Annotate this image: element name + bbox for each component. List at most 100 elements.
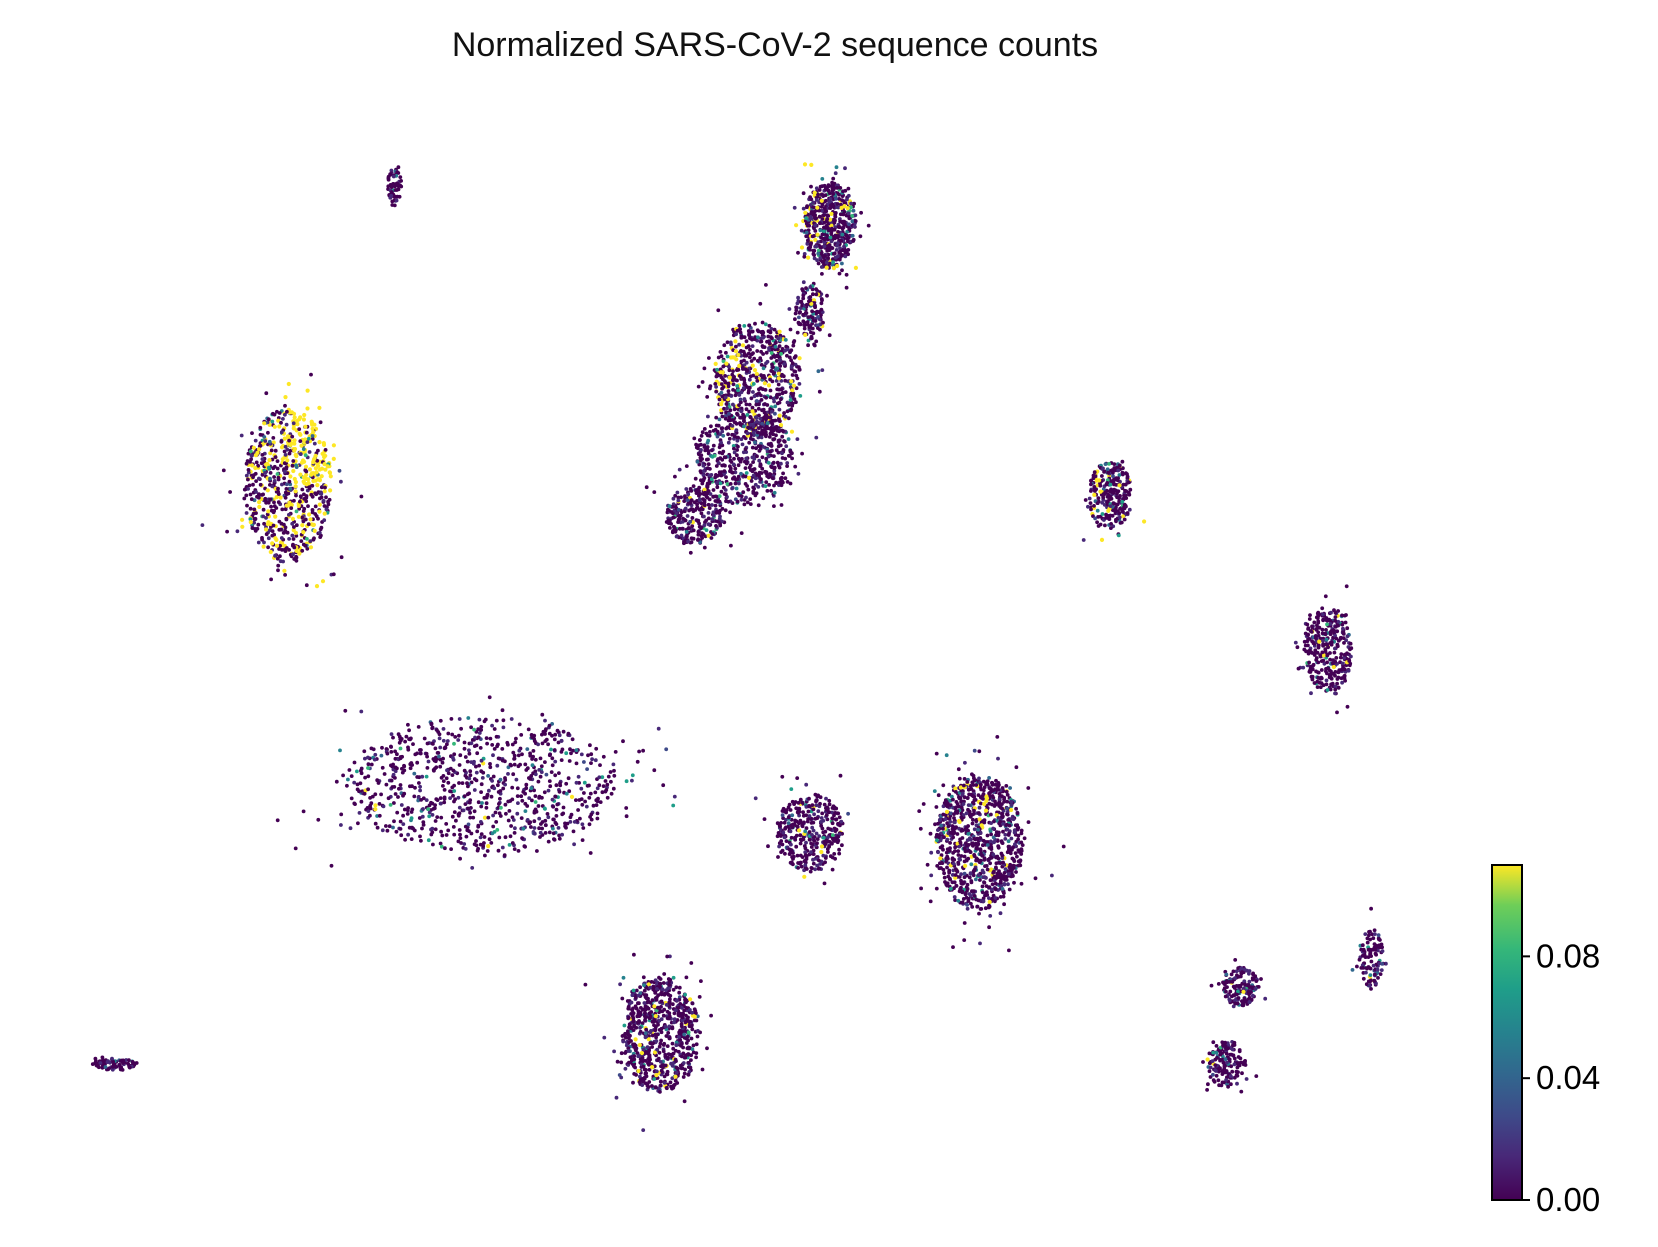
data-point bbox=[791, 383, 797, 388]
data-point bbox=[552, 737, 557, 742]
data-point bbox=[1100, 512, 1105, 516]
data-point bbox=[312, 528, 317, 534]
data-point bbox=[322, 489, 327, 494]
data-point bbox=[790, 361, 795, 366]
data-point bbox=[1120, 500, 1125, 504]
data-point bbox=[673, 474, 677, 479]
data-point bbox=[702, 503, 707, 508]
data-point bbox=[735, 384, 740, 388]
data-point bbox=[714, 389, 719, 394]
data-point bbox=[503, 778, 508, 782]
data-point bbox=[538, 830, 543, 835]
data-point bbox=[826, 188, 831, 193]
data-point bbox=[375, 778, 380, 783]
data-point bbox=[275, 472, 280, 476]
data-point bbox=[1319, 681, 1324, 685]
data-point bbox=[828, 217, 833, 222]
data-point bbox=[273, 536, 278, 541]
data-point bbox=[283, 453, 288, 457]
data-point bbox=[547, 830, 552, 835]
data-point bbox=[276, 418, 281, 423]
data-point bbox=[477, 763, 481, 768]
data-point bbox=[558, 781, 562, 786]
data-point bbox=[762, 381, 768, 386]
data-point bbox=[527, 796, 532, 800]
data-point bbox=[1345, 651, 1349, 656]
data-point bbox=[468, 810, 472, 815]
data-point bbox=[551, 826, 555, 831]
data-point bbox=[947, 792, 952, 797]
data-point bbox=[755, 454, 759, 459]
data-point bbox=[725, 340, 730, 345]
data-point bbox=[307, 467, 312, 472]
data-point bbox=[359, 799, 364, 804]
data-point bbox=[539, 822, 543, 826]
data-point bbox=[439, 815, 444, 820]
data-point bbox=[838, 219, 842, 224]
data-point bbox=[474, 743, 479, 748]
data-point bbox=[468, 773, 473, 778]
data-point bbox=[989, 842, 993, 847]
data-point bbox=[366, 766, 370, 770]
data-point bbox=[472, 727, 476, 732]
data-point bbox=[763, 388, 768, 392]
data-point bbox=[398, 783, 403, 787]
data-point bbox=[750, 419, 754, 424]
data-point bbox=[532, 819, 537, 824]
data-point bbox=[690, 516, 695, 520]
data-point bbox=[402, 791, 407, 796]
data-point bbox=[994, 865, 998, 870]
data-point bbox=[1106, 492, 1111, 497]
data-point bbox=[295, 422, 300, 427]
data-point bbox=[817, 389, 822, 394]
data-point bbox=[778, 423, 784, 428]
data-point bbox=[579, 797, 584, 801]
data-point bbox=[1348, 647, 1352, 652]
data-point bbox=[998, 895, 1003, 899]
data-point bbox=[753, 482, 758, 487]
data-point bbox=[456, 738, 461, 742]
data-point bbox=[358, 781, 363, 786]
data-point bbox=[753, 415, 758, 420]
data-point bbox=[388, 172, 393, 177]
data-point bbox=[1323, 642, 1328, 647]
data-point bbox=[824, 260, 829, 265]
data-point bbox=[687, 508, 691, 513]
data-point bbox=[341, 773, 345, 778]
data-point bbox=[275, 818, 280, 823]
data-point bbox=[751, 473, 756, 478]
data-point bbox=[1341, 632, 1346, 636]
data-point bbox=[410, 807, 415, 812]
data-point bbox=[827, 191, 832, 196]
data-point bbox=[806, 343, 810, 348]
data-point bbox=[779, 461, 783, 466]
data-point bbox=[427, 810, 432, 815]
data-point bbox=[989, 821, 993, 825]
data-point bbox=[311, 430, 316, 435]
data-point bbox=[284, 422, 289, 427]
data-point bbox=[731, 378, 735, 383]
data-point bbox=[716, 308, 721, 313]
data-point bbox=[730, 432, 734, 437]
data-point bbox=[847, 222, 851, 227]
data-point bbox=[517, 722, 522, 727]
data-point bbox=[812, 342, 816, 347]
data-point bbox=[548, 784, 553, 789]
data-point bbox=[452, 783, 456, 788]
data-point bbox=[278, 543, 282, 548]
data-point bbox=[742, 502, 747, 507]
data-point bbox=[397, 786, 401, 791]
data-point bbox=[737, 323, 742, 328]
data-point bbox=[775, 387, 780, 392]
data-point bbox=[536, 779, 541, 784]
data-point bbox=[494, 718, 499, 723]
data-point bbox=[327, 497, 332, 502]
data-point bbox=[349, 774, 354, 778]
data-point bbox=[696, 529, 701, 534]
data-point bbox=[605, 782, 610, 787]
data-point bbox=[721, 385, 726, 389]
data-point bbox=[487, 837, 492, 842]
data-point bbox=[656, 726, 661, 731]
data-point bbox=[489, 794, 494, 799]
data-point bbox=[774, 359, 779, 363]
